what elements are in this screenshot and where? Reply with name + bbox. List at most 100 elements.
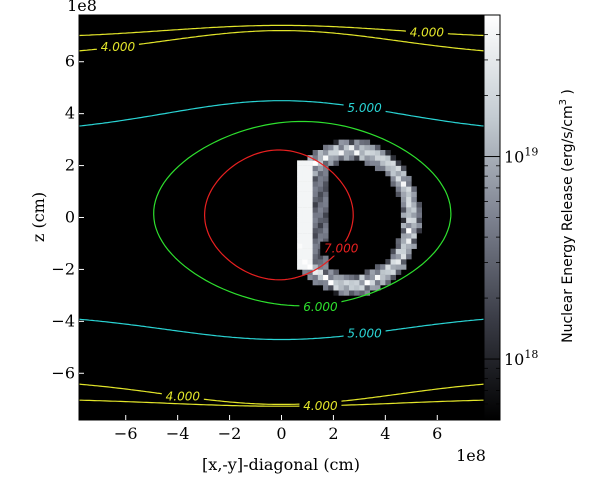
heat-cell	[328, 285, 334, 291]
heat-cell	[312, 175, 319, 182]
heat-cell	[343, 144, 350, 151]
heat-cell	[302, 165, 308, 172]
heat-cell	[395, 181, 402, 187]
heat-cell	[406, 181, 412, 187]
heat-cell	[400, 243, 407, 249]
y-tick-label: 6	[65, 52, 75, 71]
heat-cell	[338, 279, 345, 286]
heat-cell	[312, 264, 319, 270]
heat-cell	[359, 144, 365, 151]
heat-cell	[406, 217, 412, 223]
heat-cell	[312, 170, 319, 177]
heat-cell	[390, 253, 397, 260]
plot-background	[79, 15, 484, 420]
heat-cell	[359, 290, 365, 296]
heat-cell	[317, 201, 324, 208]
x-tick-label: 0	[276, 424, 286, 443]
heat-cell	[307, 181, 313, 187]
heat-cell	[328, 155, 334, 161]
heat-cell	[343, 274, 350, 281]
contour-label-bg	[343, 101, 386, 116]
colorbar-label-main: Nuclear Energy Release (erg/s/cm	[560, 105, 576, 342]
heat-cell	[364, 150, 371, 156]
heat-cell	[307, 201, 313, 208]
heat-cell	[333, 160, 339, 166]
heat-cell	[338, 139, 345, 146]
heat-cell	[317, 155, 324, 161]
heat-cell	[385, 150, 391, 156]
heat-cell	[400, 264, 407, 270]
heat-cell	[302, 170, 308, 177]
heat-cell	[395, 186, 402, 192]
heat-cell	[390, 170, 397, 177]
heat-cell	[343, 285, 350, 291]
heat-cell	[400, 227, 407, 234]
heat-cell	[395, 175, 402, 182]
heat-cell	[338, 150, 345, 156]
heat-cell	[317, 212, 324, 218]
heat-cell	[411, 191, 417, 198]
heat-cell	[400, 238, 407, 244]
heat-cell	[338, 290, 345, 296]
heat-cell	[323, 233, 329, 239]
heat-cell	[385, 274, 391, 281]
heat-cell	[364, 279, 371, 286]
heat-cell	[302, 181, 308, 187]
heat-cell	[307, 196, 313, 203]
heat-cell	[307, 274, 313, 281]
contour-label-bg	[299, 300, 342, 315]
heat-cell	[354, 155, 360, 161]
heat-cell	[307, 233, 313, 239]
x-tick-label: 4	[380, 424, 390, 443]
heat-cell	[343, 279, 350, 286]
heat-cell	[411, 186, 417, 192]
x-axis-label: [x,-y]-diagonal (cm)	[202, 455, 360, 474]
heat-cell	[297, 238, 303, 244]
heat-cell	[349, 285, 355, 291]
contour-label: 4.000	[166, 390, 201, 404]
heat-cell	[317, 181, 324, 187]
heat-cell	[328, 160, 334, 166]
heat-cell	[297, 196, 303, 203]
heat-cell	[302, 196, 308, 203]
heat-cell	[307, 264, 313, 270]
heat-cell	[312, 238, 319, 244]
x-tick-label: 6	[432, 424, 442, 443]
heat-cell	[364, 285, 371, 291]
colorbar-label: Nuclear Energy Release (erg/s/cm3 )	[558, 89, 576, 343]
heat-cell	[297, 170, 303, 177]
heat-cell	[312, 259, 319, 265]
heat-cell	[374, 264, 381, 270]
colorbar-ticks: 1018 1019	[484, 14, 538, 421]
heat-cell	[406, 227, 412, 234]
contour-label-bg	[405, 25, 448, 40]
contour-label-bg	[320, 241, 363, 256]
heat-cell	[369, 155, 376, 161]
heat-cell	[390, 269, 397, 275]
heat-cell	[385, 264, 391, 270]
heat-cell	[380, 150, 386, 156]
heat-cell	[302, 207, 308, 213]
heat-cell	[380, 274, 386, 281]
contour-label: 5.000	[347, 327, 382, 341]
heat-cell	[364, 274, 371, 281]
heat-cell	[406, 248, 412, 255]
heat-cell	[349, 274, 355, 281]
heat-cell	[302, 212, 308, 218]
x-axis-ticks: −6 −4 −2 0 2 4 6	[114, 415, 442, 443]
heat-cell	[312, 233, 319, 239]
heat-cell	[400, 170, 407, 177]
contour-line	[79, 399, 484, 407]
heat-cell	[323, 191, 329, 198]
heat-cell	[349, 144, 355, 151]
heat-cell	[317, 165, 324, 172]
heat-cell	[312, 269, 319, 275]
heat-cell	[323, 196, 329, 203]
heat-cell	[297, 243, 303, 249]
heat-cell	[312, 227, 319, 234]
heat-cell	[369, 150, 376, 156]
heat-cell	[343, 290, 350, 296]
heat-cell	[406, 207, 412, 213]
heat-cell	[312, 274, 319, 281]
heat-cell	[400, 191, 407, 198]
